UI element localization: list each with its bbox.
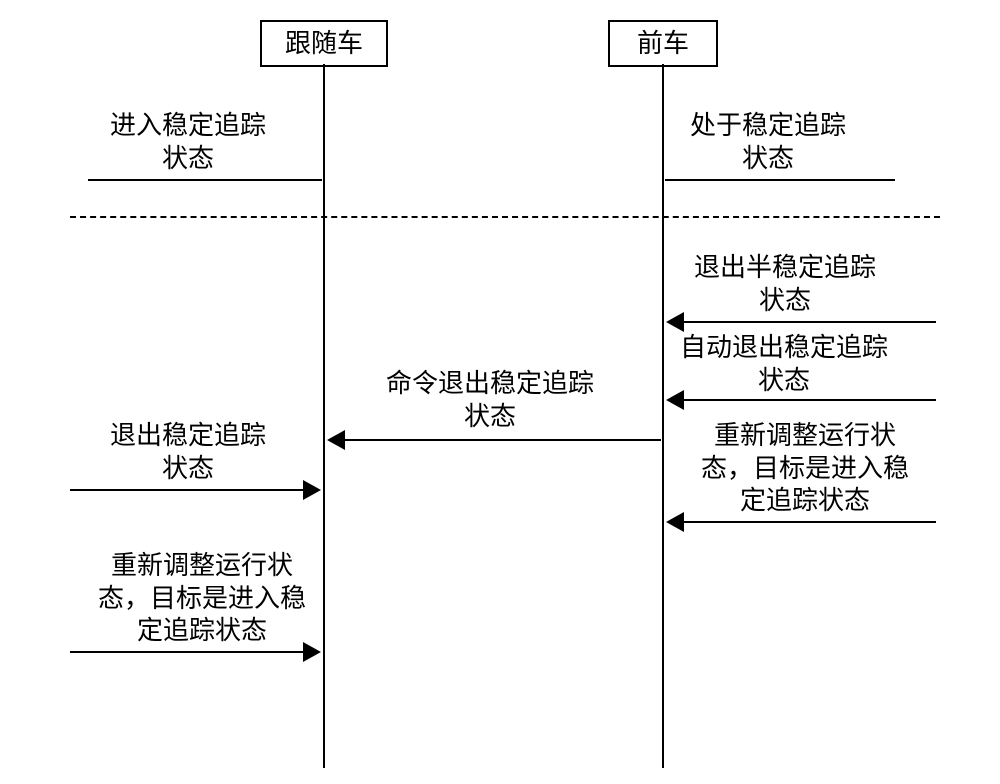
msg-m8-arrow [0, 0, 1000, 784]
diagram-canvas: 跟随车 前车 进入稳定追踪 状态 处于稳定追踪 状态 退出半稳定追踪 状态 自动… [0, 0, 1000, 784]
